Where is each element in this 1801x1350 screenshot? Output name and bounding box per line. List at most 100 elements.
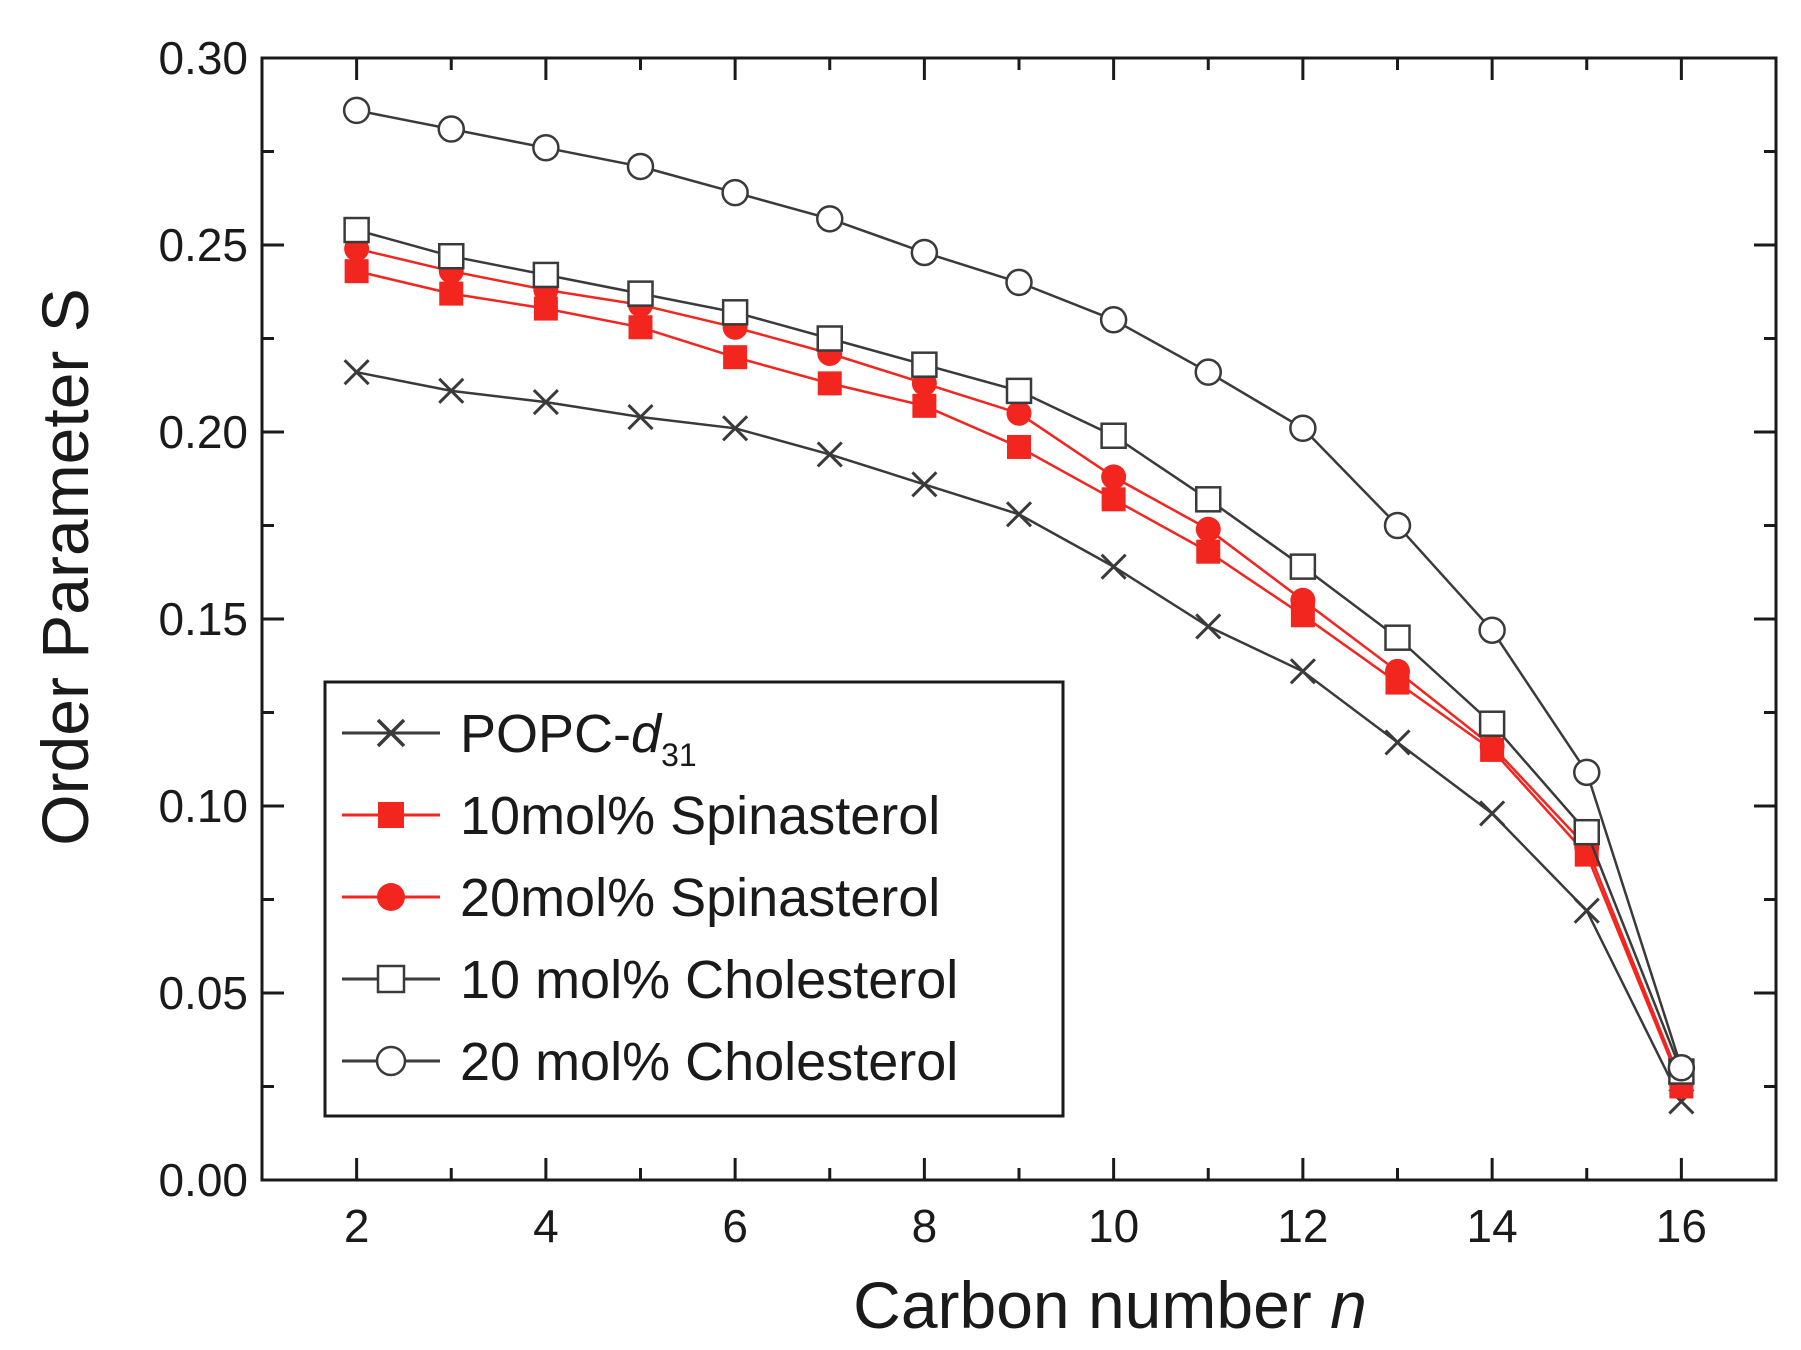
data-point — [1005, 268, 1033, 297]
y-tick-label: 0.20 — [158, 406, 248, 458]
data-point — [1100, 422, 1127, 449]
data-point — [816, 205, 844, 233]
data-point — [1101, 487, 1126, 512]
data-point — [344, 259, 369, 284]
series-open-square — [343, 216, 1695, 1085]
data-point — [532, 134, 560, 162]
data-point — [1573, 818, 1600, 846]
data-point — [343, 216, 370, 244]
data-point — [1289, 658, 1316, 685]
data-point — [721, 299, 749, 326]
y-axis-title-variable: S — [28, 288, 102, 332]
data-point — [1099, 306, 1128, 334]
legend-marker-open-square — [376, 964, 406, 994]
data-point — [1479, 800, 1506, 827]
data-point — [1667, 1054, 1696, 1082]
legend-label-0-sub: 31 — [661, 737, 697, 773]
data-point — [912, 393, 937, 418]
data-point — [1383, 511, 1412, 540]
data-point — [1196, 539, 1221, 564]
data-point — [1006, 400, 1032, 426]
y-axis-title-text: Order Parameter — [28, 351, 102, 846]
x-axis-title-variable: n — [1330, 1268, 1367, 1342]
data-point — [438, 242, 465, 270]
data-point — [1195, 516, 1221, 542]
data-point — [1195, 613, 1222, 640]
data-point — [910, 238, 939, 267]
x-marker-stroke — [1479, 800, 1506, 827]
data-point — [721, 178, 749, 207]
series-layer — [342, 96, 1696, 1115]
data-point — [628, 315, 653, 340]
data-point — [816, 325, 843, 352]
data-point — [627, 403, 654, 431]
data-point — [1384, 729, 1411, 756]
data-point — [723, 345, 748, 370]
legend-label-3: 10 mol% Cholesterol — [460, 950, 958, 1010]
x-marker-stroke — [438, 377, 465, 404]
x-marker-stroke — [343, 359, 370, 386]
data-point — [342, 96, 371, 125]
y-tick-label: 0.00 — [158, 1154, 248, 1206]
x-tick-label: 14 — [1467, 1200, 1518, 1252]
data-point — [1478, 710, 1506, 737]
legend: POPC-d31 10mol% Spinasterol 20mol% Spina… — [323, 680, 1065, 1118]
legend-marker-filled-square — [378, 802, 404, 828]
data-point — [1289, 553, 1317, 580]
x-marker-stroke — [1100, 553, 1127, 580]
y-axis-title: Order Parameter S — [28, 288, 102, 846]
data-point — [438, 377, 465, 404]
legend-label-1: 10mol% Spinasterol — [460, 786, 940, 846]
y-tick-label: 0.15 — [158, 593, 248, 645]
x-marker-stroke — [816, 441, 843, 468]
x-axis-title: Carbon number n — [853, 1268, 1367, 1342]
data-point — [1101, 464, 1127, 490]
series-open-circle — [342, 96, 1696, 1082]
data-point — [1479, 733, 1505, 759]
data-point — [1195, 486, 1222, 513]
legend-label-0: POPC-d31 — [460, 704, 697, 773]
data-point — [439, 281, 464, 306]
x-tick-label: 10 — [1088, 1200, 1139, 1252]
data-point — [627, 280, 654, 307]
data-point — [1194, 358, 1222, 386]
data-point — [911, 351, 938, 378]
legend-marker-x — [376, 718, 406, 748]
y-tick-label: 0.25 — [158, 219, 248, 271]
data-point — [1100, 553, 1127, 580]
x-tick-label: 16 — [1656, 1200, 1707, 1252]
data-point — [1573, 897, 1600, 924]
data-point — [343, 359, 370, 386]
y-tick-label: 0.10 — [158, 780, 248, 832]
data-point — [1384, 624, 1411, 651]
y-tick-label: 0.05 — [158, 967, 248, 1019]
y-tick-label: 0.30 — [158, 32, 248, 84]
x-tick-label: 2 — [344, 1200, 370, 1252]
series-x — [343, 359, 1695, 1115]
legend-label-2: 20mol% Spinasterol — [460, 868, 940, 928]
x-marker-stroke — [911, 471, 938, 498]
data-point — [1289, 414, 1317, 443]
x-marker-stroke — [1005, 501, 1033, 528]
x-axis-title-text: Carbon number — [853, 1268, 1312, 1342]
data-point — [817, 371, 842, 396]
data-point — [626, 152, 655, 181]
data-point — [1007, 434, 1031, 459]
x-tick-label: 6 — [722, 1200, 748, 1252]
data-point — [911, 471, 938, 498]
x-marker-stroke — [1384, 729, 1411, 756]
data-point — [1385, 658, 1410, 684]
data-point — [1573, 758, 1601, 787]
x-tick-label: 4 — [533, 1200, 559, 1252]
data-point — [1290, 587, 1316, 613]
data-point — [816, 441, 843, 468]
legend-box — [323, 680, 1065, 1118]
x-marker-stroke — [722, 415, 749, 442]
x-marker-stroke — [1573, 897, 1600, 924]
data-point — [1005, 501, 1033, 528]
x-marker-stroke — [1195, 613, 1222, 640]
legend-marker-filled-circle — [377, 883, 405, 911]
x-marker-stroke — [532, 389, 559, 416]
